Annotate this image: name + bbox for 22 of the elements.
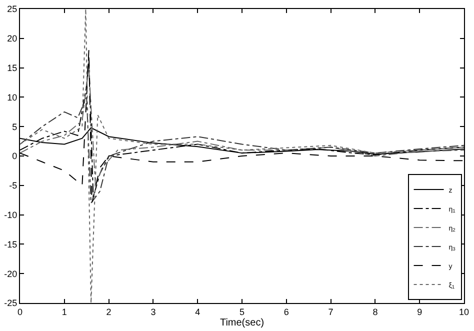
y-tick-label: -25 [4,298,18,308]
x-tick-label: 1 [62,306,67,317]
x-tick-label: 6 [284,306,289,317]
y-tick-label: 20 [7,34,18,44]
x-tick-label: 9 [417,306,422,317]
x-tick-label: 3 [150,306,156,317]
y-tick-label: -15 [4,239,18,250]
x-tick-label: 8 [372,306,378,317]
x-tick-label: 7 [328,306,334,317]
x-tick-label: 4 [195,306,200,317]
y-tick-label: -10 [4,210,18,220]
x-tick-label: 5 [239,306,245,317]
x-axis-title: Time(sec) [220,317,264,328]
y-tick-label: -5 [9,180,18,191]
y-tick-label: 15 [7,62,18,73]
x-tick-label: 10 [458,306,470,317]
y-tick-label: 10 [7,92,18,102]
y-tick-label: 5 [12,122,18,132]
x-tick-label: 2 [106,306,112,317]
y-tick-label: 0 [12,151,18,162]
y-tick-label: -20 [4,268,18,279]
y-tick-label: 25 [7,4,18,14]
